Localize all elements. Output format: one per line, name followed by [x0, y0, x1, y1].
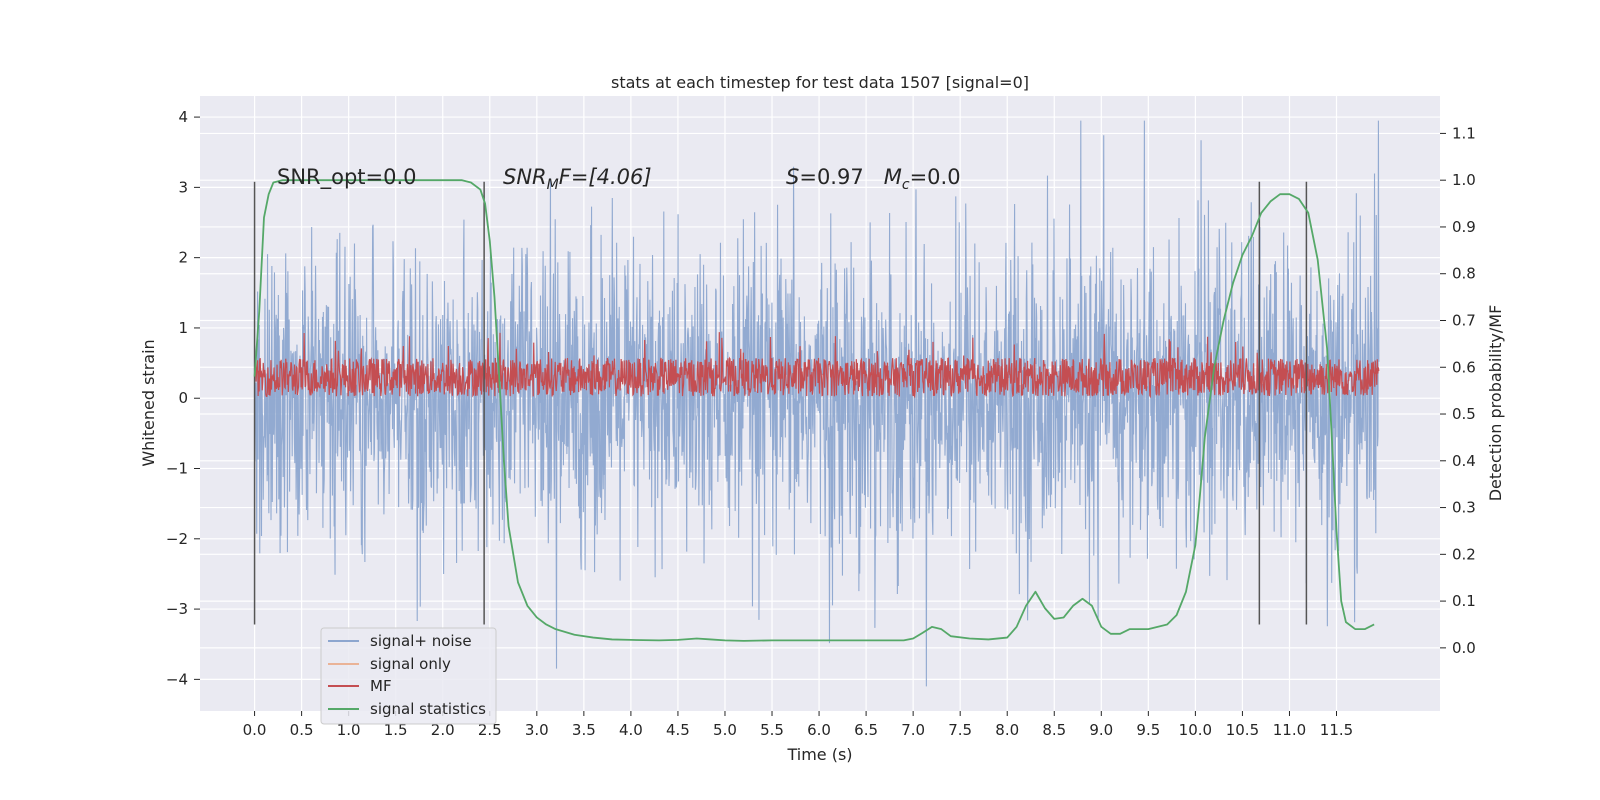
chart-title: stats at each timestep for test data 150… [611, 73, 1029, 92]
series-mf [253, 332, 1380, 399]
y-tick-label: 4 [178, 108, 188, 126]
y2-tick-label: 0.3 [1452, 499, 1476, 517]
x-tick-label: 1.0 [337, 721, 361, 739]
y-tick-label: 2 [178, 249, 188, 267]
x-tick-label: 5.5 [760, 721, 784, 739]
x-tick-label: 3.5 [572, 721, 596, 739]
series-signal-statistics [253, 179, 1375, 642]
y2-tick-label: 1.0 [1452, 171, 1476, 189]
y2-axis-ticks: 1.1 1.0 0.9 0.8 0.7 0.6 0.5 0.4 0.3 0.2 0.1 0.0 [1440, 124, 1476, 657]
signal-statistics-line [253, 179, 1375, 642]
x-tick-label: 2.5 [478, 721, 502, 739]
x-tick-label: 3.0 [525, 721, 549, 739]
mf-trace [253, 332, 1380, 399]
x-tick-label: 7.5 [948, 721, 972, 739]
y2-tick-label: 0.6 [1452, 358, 1476, 376]
annotation-s-mc: S=0.97 Mc=0.0 [786, 165, 961, 193]
x-tick-label: 10.5 [1226, 721, 1259, 739]
x-tick-label: 4.5 [666, 721, 690, 739]
y-tick-label: −1 [166, 460, 188, 478]
legend-item-mf: MF [328, 677, 392, 695]
x-axis-ticks: 0.0 0.5 1.0 1.5 2.0 2.5 3.0 3.5 4.0 4.5 5.0 5.5 6.0 6… [243, 711, 1353, 739]
x-tick-label: 9.0 [1089, 721, 1113, 739]
y2-tick-label: 0.1 [1452, 592, 1476, 610]
x-tick-label: 0.5 [290, 721, 314, 739]
x-tick-label: 11.0 [1273, 721, 1306, 739]
y2-tick-label: 0.9 [1452, 218, 1476, 236]
x-tick-label: 2.0 [431, 721, 455, 739]
legend-label: signal only [370, 655, 451, 673]
y-tick-label: 0 [178, 389, 188, 407]
y-tick-label: −3 [166, 600, 188, 618]
x-tick-label: 6.0 [807, 721, 831, 739]
x-tick-label: 6.5 [854, 721, 878, 739]
y-tick-label: −2 [166, 530, 188, 548]
x-tick-label: 8.0 [995, 721, 1019, 739]
x-tick-label: 4.0 [619, 721, 643, 739]
y2-tick-label: 0.5 [1452, 405, 1476, 423]
vertical-markers [253, 181, 1308, 625]
x-tick-label: 8.5 [1042, 721, 1066, 739]
y2-tick-label: 0.4 [1452, 452, 1476, 470]
legend-label: MF [370, 677, 392, 695]
y-tick-label: −4 [166, 670, 188, 688]
x-tick-label: 10.0 [1179, 721, 1212, 739]
x-axis-label: Time (s) [786, 745, 852, 764]
legend-box [320, 627, 497, 725]
x-tick-label: 1.5 [384, 721, 408, 739]
legend-item-signal-only: signal only [328, 655, 451, 673]
y2-axis-label: Detection probability/MF [1486, 305, 1505, 502]
legend-item-signal-statistics: signal statistics [328, 700, 486, 718]
y2-tick-label: 0.7 [1452, 311, 1476, 329]
y2-tick-label: 0.2 [1452, 545, 1476, 563]
annotations: SNR_opt=0.0 SNRMF=[4.06] S=0.97 Mc=0.0 [277, 165, 961, 193]
y-axis-label: Whitened strain [139, 339, 158, 466]
y2-tick-label: 0.0 [1452, 639, 1476, 657]
legend: signal+ noise signal only MF signal stat… [320, 627, 497, 725]
y2-tick-label: 0.8 [1452, 265, 1476, 283]
legend-label: signal+ noise [370, 632, 472, 650]
x-tick-label: 9.5 [1136, 721, 1160, 739]
annotation-snr-mf: SNRMF=[4.06] [503, 165, 652, 193]
x-tick-label: 11.5 [1320, 721, 1353, 739]
x-tick-label: 7.0 [901, 721, 925, 739]
x-tick-label: 0.0 [243, 721, 267, 739]
x-tick-label: 5.0 [713, 721, 737, 739]
annotation-snr-opt: SNR_opt=0.0 [277, 165, 417, 190]
y-tick-label: 3 [178, 178, 188, 196]
y-axis-ticks: 4 3 2 1 0 −1 −2 −3 −4 [166, 108, 200, 688]
legend-label: signal statistics [370, 700, 486, 718]
legend-item-signal-plus-noise: signal+ noise [328, 632, 472, 650]
y-tick-label: 1 [178, 319, 188, 337]
y2-tick-label: 1.1 [1452, 124, 1476, 142]
